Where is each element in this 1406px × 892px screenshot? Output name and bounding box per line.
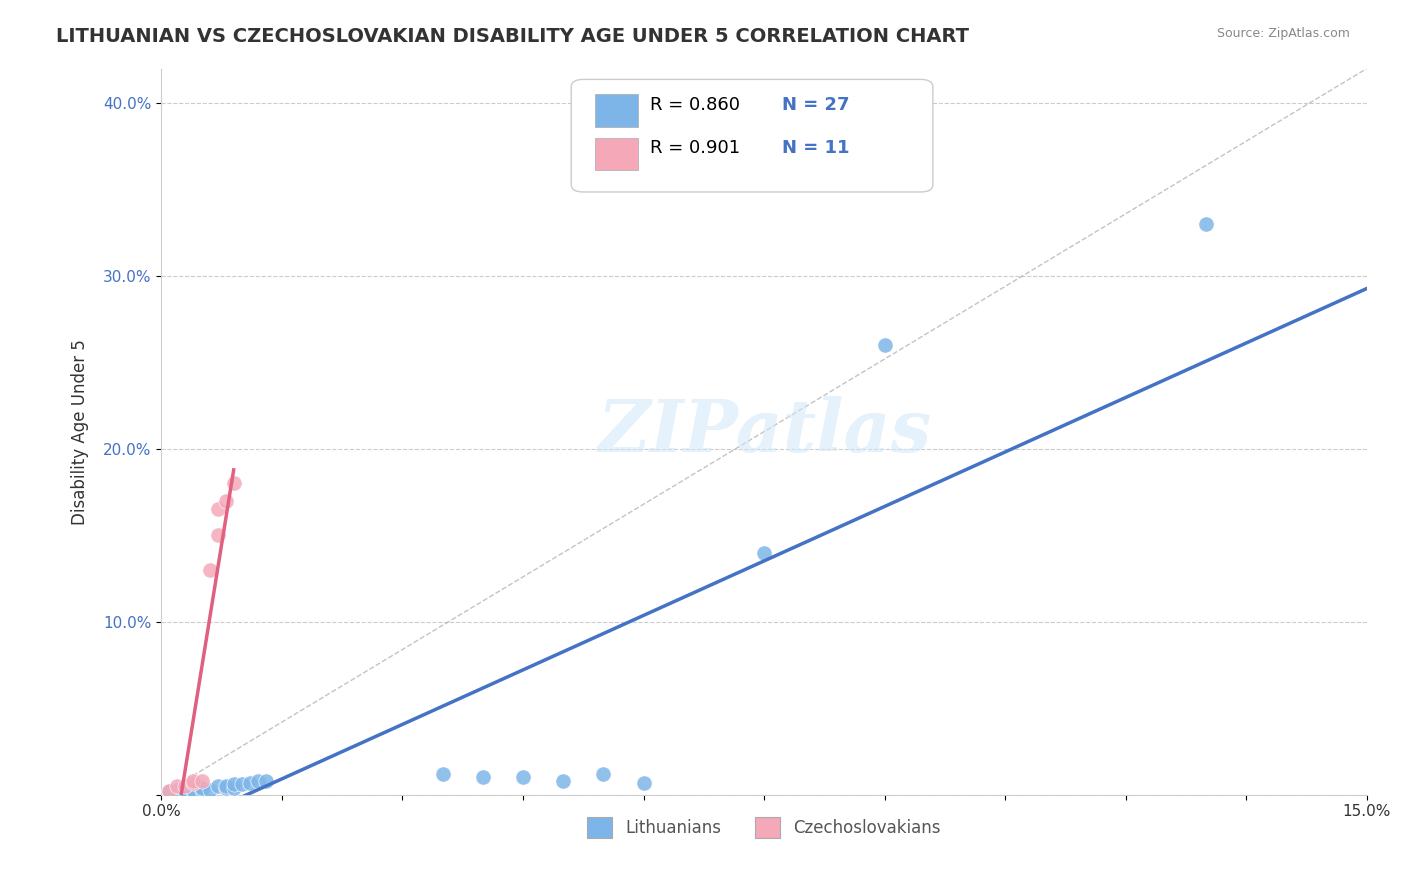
Point bbox=[553, 773, 575, 788]
Y-axis label: Disability Age Under 5: Disability Age Under 5 bbox=[72, 339, 89, 524]
Point bbox=[873, 338, 896, 352]
Point bbox=[198, 563, 221, 577]
Legend: Lithuanians, Czechoslovakians: Lithuanians, Czechoslovakians bbox=[581, 811, 948, 845]
Text: Source: ZipAtlas.com: Source: ZipAtlas.com bbox=[1216, 27, 1350, 40]
Point bbox=[183, 782, 205, 797]
Point bbox=[231, 777, 253, 791]
Point bbox=[183, 784, 205, 798]
Point bbox=[633, 775, 655, 789]
Point bbox=[190, 773, 212, 788]
Point bbox=[592, 767, 614, 781]
Point bbox=[207, 528, 229, 542]
Point bbox=[174, 782, 197, 797]
Point bbox=[222, 777, 245, 791]
Point bbox=[214, 493, 236, 508]
Point bbox=[246, 773, 269, 788]
Point bbox=[214, 779, 236, 793]
Text: N = 11: N = 11 bbox=[782, 139, 849, 157]
Point bbox=[214, 780, 236, 795]
Point bbox=[512, 771, 534, 785]
Point bbox=[183, 773, 205, 788]
FancyBboxPatch shape bbox=[571, 79, 932, 192]
Point bbox=[752, 546, 775, 560]
Point bbox=[254, 773, 277, 788]
Text: ZIPatlas: ZIPatlas bbox=[598, 396, 931, 467]
Point bbox=[183, 775, 205, 789]
Text: N = 27: N = 27 bbox=[782, 95, 849, 114]
Point bbox=[166, 779, 188, 793]
Point bbox=[157, 784, 180, 798]
Point bbox=[198, 782, 221, 797]
Point bbox=[471, 771, 494, 785]
FancyBboxPatch shape bbox=[595, 137, 637, 170]
Point bbox=[190, 782, 212, 797]
Point bbox=[207, 779, 229, 793]
Point bbox=[207, 502, 229, 516]
Point bbox=[174, 784, 197, 798]
Text: R = 0.860: R = 0.860 bbox=[650, 95, 740, 114]
Point bbox=[1195, 217, 1218, 231]
Point bbox=[190, 780, 212, 795]
Point bbox=[239, 775, 262, 789]
Text: R = 0.901: R = 0.901 bbox=[650, 139, 740, 157]
Point bbox=[174, 779, 197, 793]
Point bbox=[166, 782, 188, 797]
Text: LITHUANIAN VS CZECHOSLOVAKIAN DISABILITY AGE UNDER 5 CORRELATION CHART: LITHUANIAN VS CZECHOSLOVAKIAN DISABILITY… bbox=[56, 27, 969, 45]
Point bbox=[222, 476, 245, 491]
Point bbox=[157, 784, 180, 798]
Point bbox=[222, 780, 245, 795]
FancyBboxPatch shape bbox=[595, 94, 637, 127]
Point bbox=[432, 767, 454, 781]
